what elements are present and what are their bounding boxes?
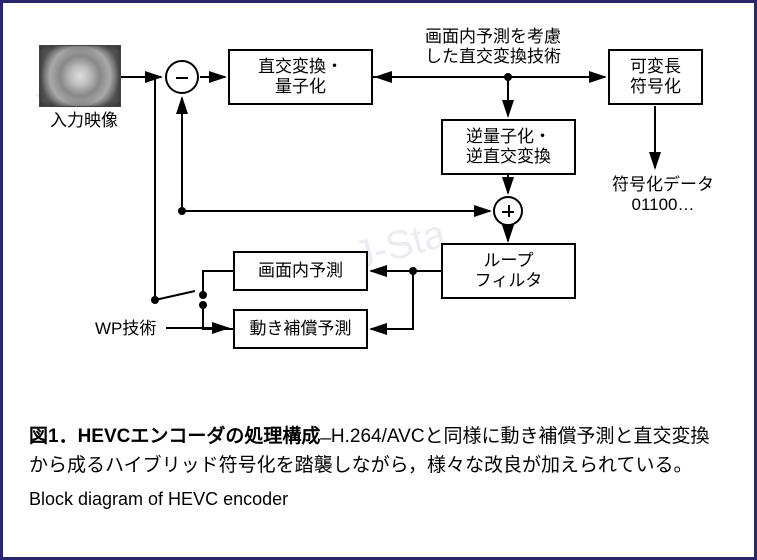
add-node xyxy=(493,196,523,226)
subtract-node xyxy=(165,60,199,94)
box-vlc: 可変長 符号化 xyxy=(608,49,703,105)
switch-terminal-bottom xyxy=(199,301,207,309)
junction xyxy=(504,73,512,81)
figure-caption: 図1．HEVCエンコーダの処理構成 ̶ H.264/AVCと同様に動き補償予測と… xyxy=(29,423,728,513)
junction xyxy=(409,267,417,275)
input-thumbnail xyxy=(39,45,121,107)
block-diagram: 入力映像 直交変換・ 量子化 画面内予測を考慮 した直交変換技術 可変長 符号化… xyxy=(3,3,754,413)
box-motion-comp: 動き補償予測 xyxy=(233,309,368,349)
box-transform-quant: 直交変換・ 量子化 xyxy=(228,49,373,105)
wp-label: WP技術 xyxy=(95,319,156,339)
junction xyxy=(178,207,186,215)
caption-english: Block diagram of HEVC encoder xyxy=(29,486,728,513)
feedback-line xyxy=(154,77,156,300)
box-intra-pred: 画面内予測 xyxy=(233,251,368,291)
caption-title: 図1．HEVCエンコーダの処理構成 xyxy=(29,426,320,447)
figure-frame: -net J-Sta 入力映像 直交変換・ 量子化 画面内予測を考慮 した直交変… xyxy=(0,0,757,560)
box-inverse-quant: 逆量子化・ 逆直交変換 xyxy=(441,119,576,175)
label-intra-transform-note: 画面内予測を考慮 した直交変換技術 xyxy=(403,27,583,68)
box-loop-filter: ループ フィルタ xyxy=(441,243,576,299)
switch-terminal-top xyxy=(199,291,207,299)
output-label: 符号化データ 01100… xyxy=(603,175,723,216)
input-label: 入力映像 xyxy=(39,111,129,131)
